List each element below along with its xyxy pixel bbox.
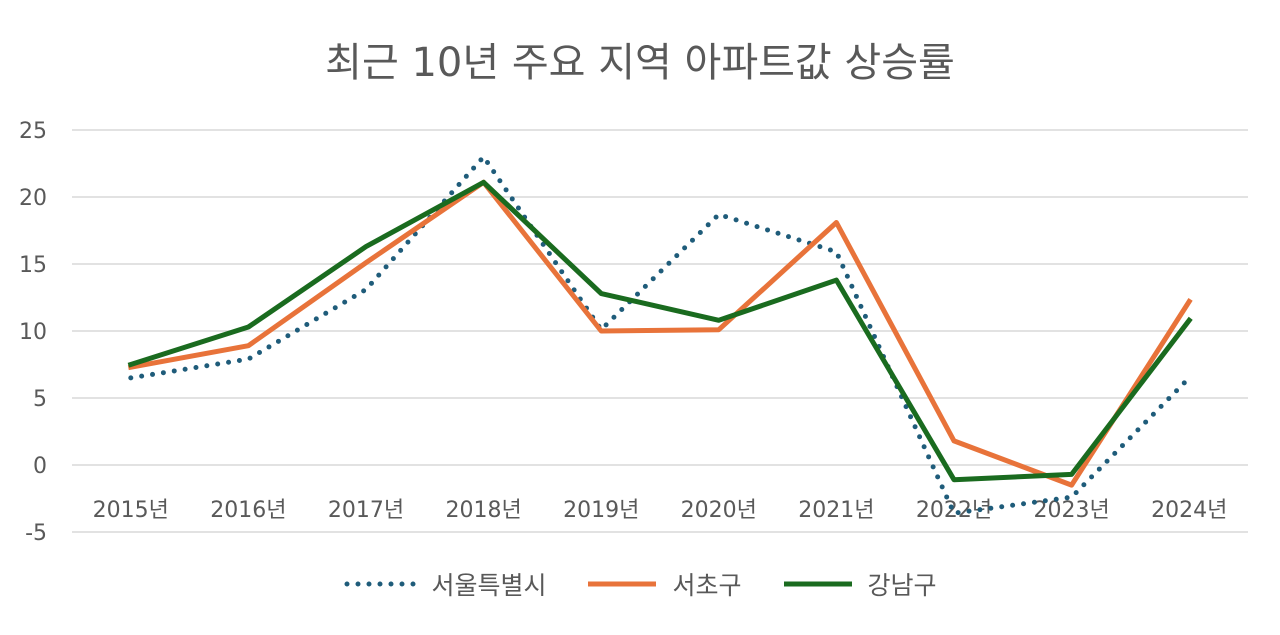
legend-item: 강남구 <box>780 566 937 602</box>
legend: 서울특별시 서초구 강남구 <box>0 566 1280 602</box>
y-tick-label: 0 <box>33 454 47 479</box>
y-tick-label: 20 <box>19 186 47 211</box>
legend-swatch <box>588 581 657 587</box>
y-tick-label: 15 <box>19 253 47 278</box>
series-line <box>127 179 1193 488</box>
legend-swatch <box>783 581 852 587</box>
x-tick-label: 2019년 <box>563 498 639 523</box>
legend-swatch <box>344 581 418 587</box>
y-tick-label: 5 <box>33 387 47 412</box>
legend-label: 서울특별시 <box>431 571 547 600</box>
x-tick-label: 2015년 <box>93 498 169 523</box>
x-tick-label: 2018년 <box>445 498 521 523</box>
y-tick-label: 10 <box>19 320 47 345</box>
x-tick-label: 2017년 <box>328 498 404 523</box>
x-tick-label: 2024년 <box>1151 498 1227 523</box>
x-tick-label: 2016년 <box>210 498 286 523</box>
chart-title: 최근 10년 주요 지역 아파트값 상승률 <box>325 40 955 86</box>
legend-item: 서울특별시 <box>343 566 546 602</box>
series-line <box>127 179 1193 483</box>
x-tick-label: 2020년 <box>681 498 757 523</box>
x-tick-label: 2021년 <box>798 498 874 523</box>
legend-label: 서초구 <box>672 571 742 600</box>
legend-item: 서초구 <box>584 566 742 602</box>
series-line <box>128 154 1192 516</box>
legend-label: 강남구 <box>867 571 937 600</box>
y-tick-label: -5 <box>25 521 47 546</box>
y-tick-label: 25 <box>19 119 47 144</box>
